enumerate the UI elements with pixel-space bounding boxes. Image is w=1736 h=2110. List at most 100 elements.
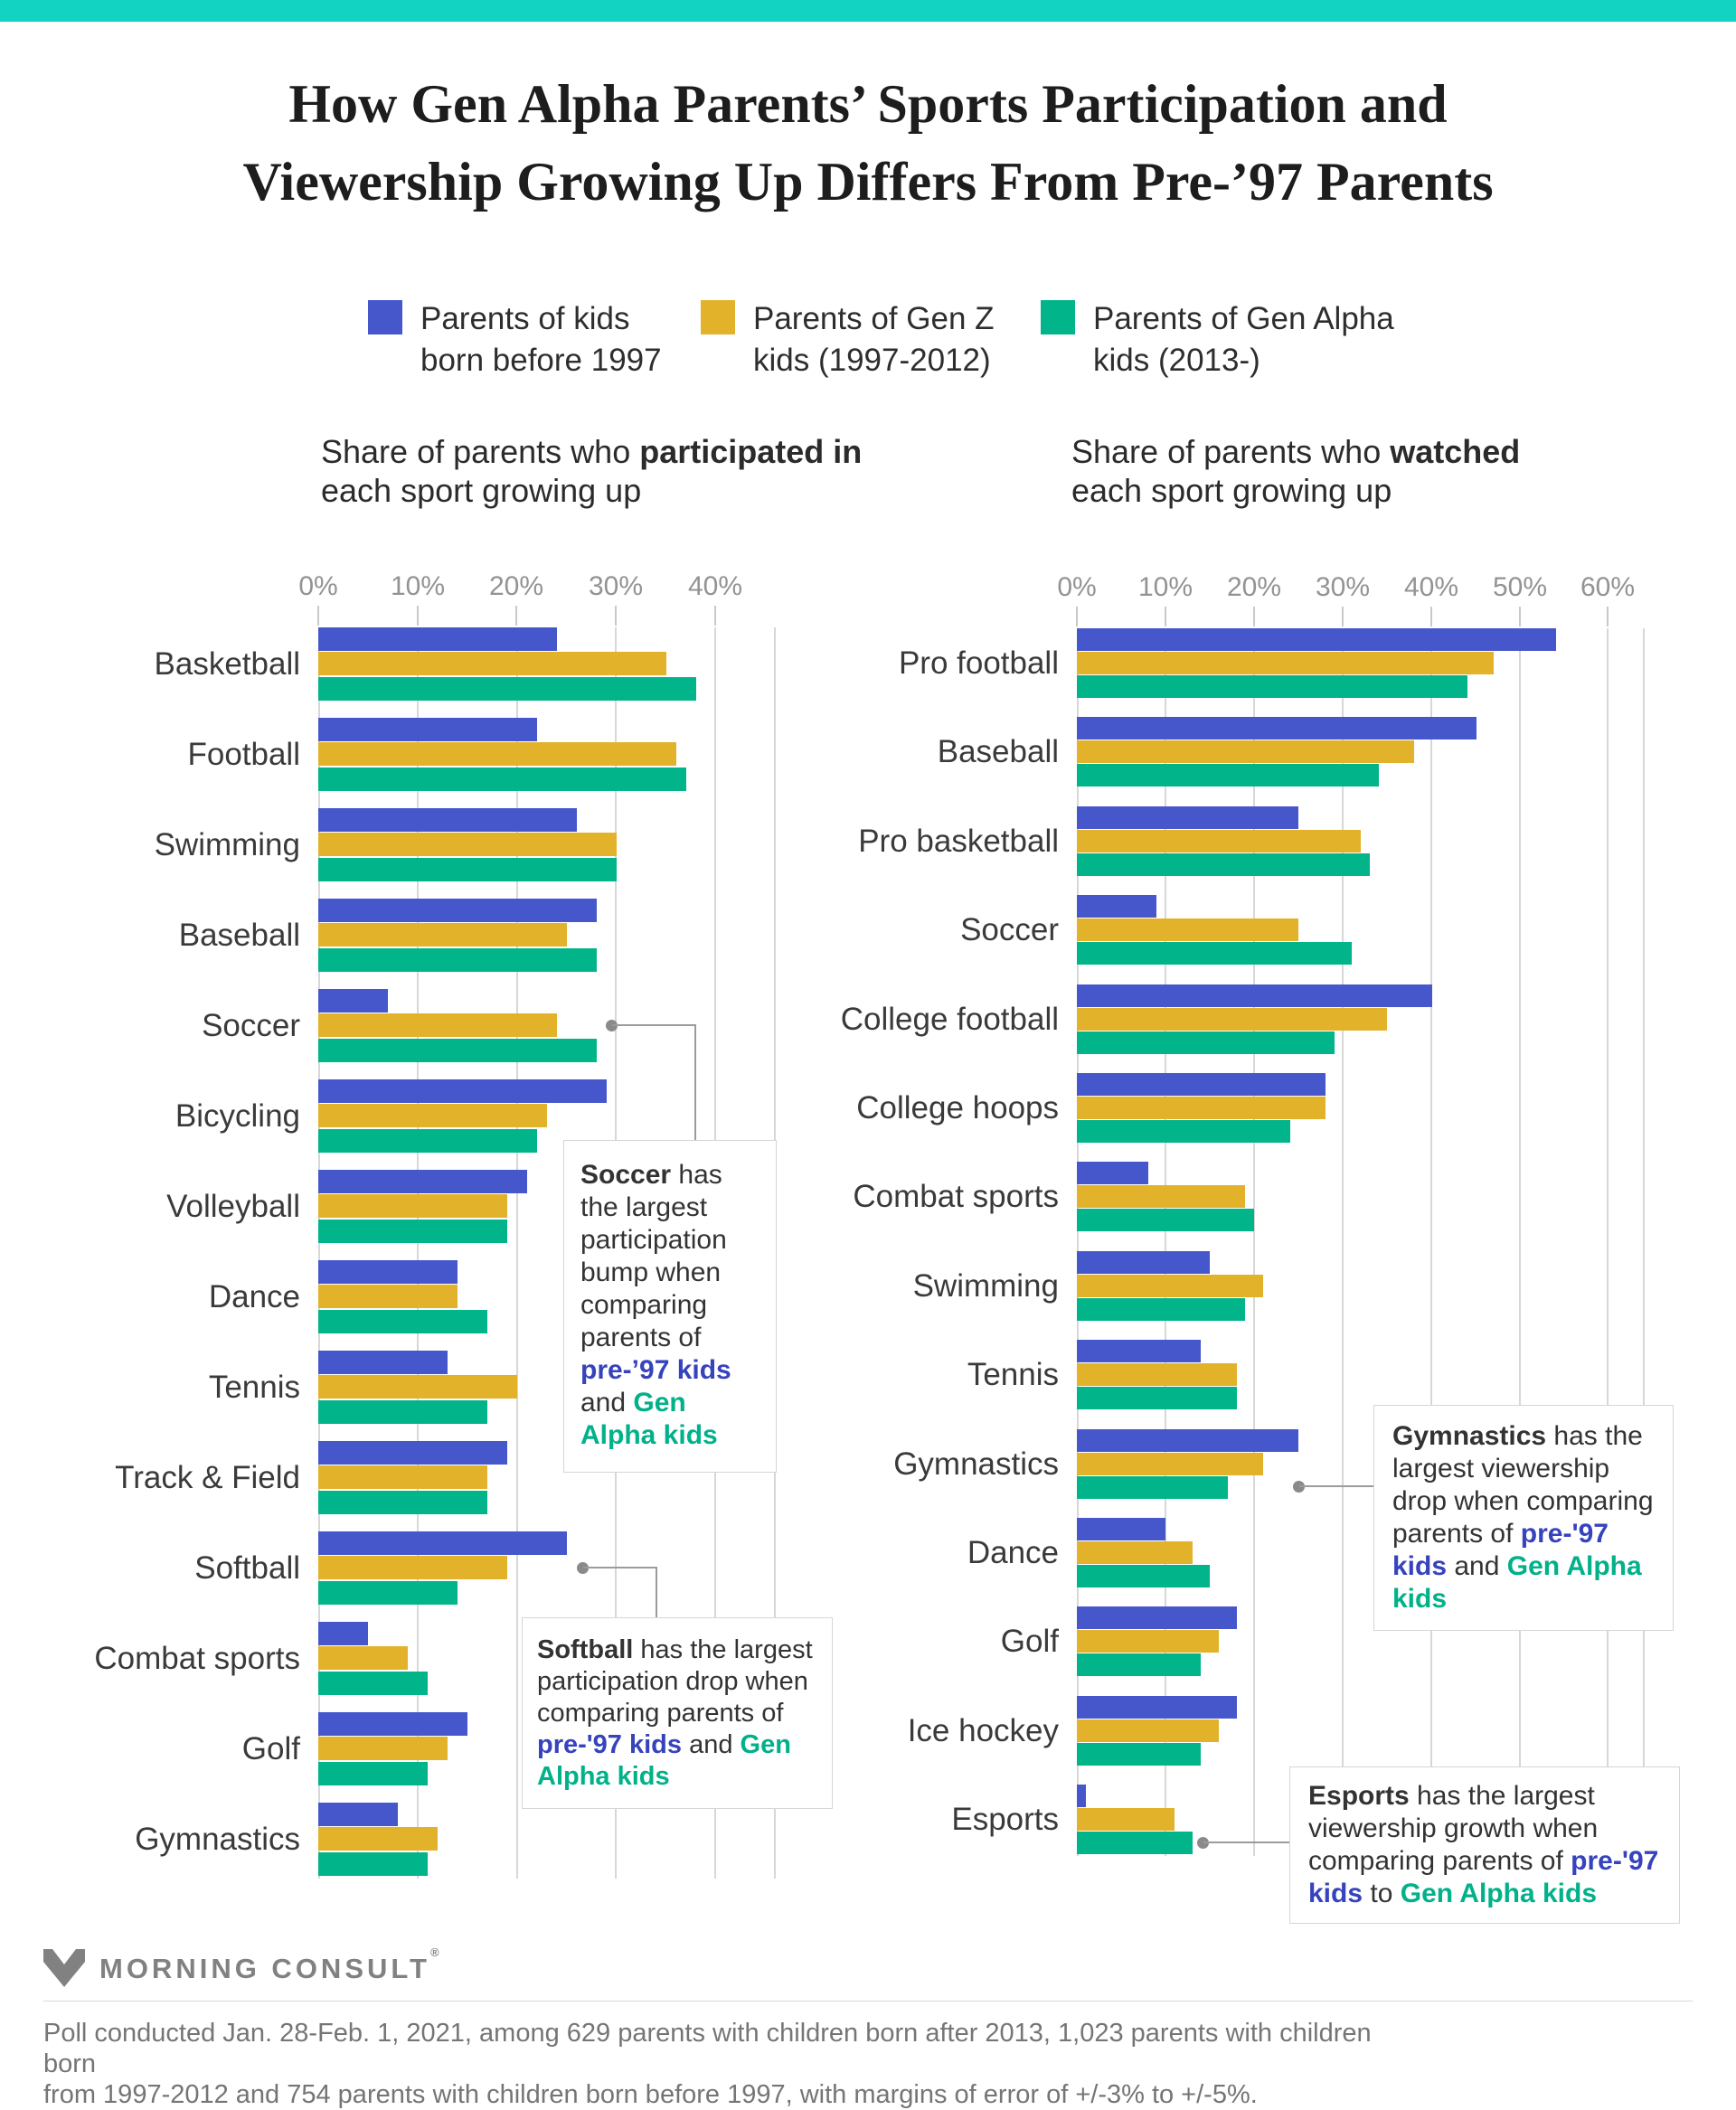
chart-row: Baseball xyxy=(0,899,805,989)
sport-label: Dance xyxy=(967,1534,1059,1570)
softball-annotation: Softball has the largest participation d… xyxy=(522,1617,833,1809)
chart-row: Tennis xyxy=(0,1351,805,1441)
bar-pre97 xyxy=(318,1170,527,1194)
softball-callout-dot xyxy=(577,1562,589,1574)
sport-label: Ice hockey xyxy=(907,1712,1059,1748)
esports-callout-dot xyxy=(1197,1837,1209,1849)
soccer-annotation: Soccer has the largest participation bum… xyxy=(563,1140,777,1473)
chart-row: Soccer xyxy=(0,989,805,1079)
bar-group xyxy=(318,718,776,791)
bar-genz xyxy=(1077,829,1361,852)
bar-pre97 xyxy=(318,1351,448,1375)
gridlines xyxy=(1077,628,1645,1856)
bar-group xyxy=(318,627,776,701)
sport-label: Pro football xyxy=(898,645,1059,681)
sport-label: Swimming xyxy=(154,827,300,862)
chart-row: Combat sports xyxy=(760,1162,1673,1250)
bar-group xyxy=(1077,895,1645,966)
bar-genz xyxy=(1077,1630,1219,1653)
bar-pre97 xyxy=(318,1079,607,1104)
bar-genalpha xyxy=(318,1219,507,1243)
legend-swatch-genalpha xyxy=(1041,300,1075,334)
bar-genz xyxy=(318,1104,547,1128)
bar-group xyxy=(318,989,776,1062)
bar-genz xyxy=(318,1556,507,1580)
legend-label-line: Parents of Gen Z xyxy=(753,301,995,336)
softball-callout-line-v xyxy=(656,1568,657,1617)
axis-tick-label: 0% xyxy=(298,571,338,601)
legend-label-pre97: Parents of kids born before 1997 xyxy=(420,298,662,381)
bar-group xyxy=(1077,1072,1645,1143)
page-title: How Gen Alpha Parents’ Sports Participat… xyxy=(0,65,1736,221)
soccer-callout-line-h xyxy=(612,1024,696,1026)
bar-pre97 xyxy=(1077,1250,1211,1274)
bar-genz xyxy=(1077,1452,1264,1475)
bar-genalpha xyxy=(1077,1119,1290,1143)
bar-group xyxy=(318,1622,776,1695)
bar-group xyxy=(1077,1162,1645,1232)
footer-divider xyxy=(43,2001,1693,2002)
bar-genz xyxy=(1077,1808,1175,1832)
axis-tick xyxy=(515,606,517,626)
bar-genz xyxy=(1077,652,1495,674)
bar-genalpha xyxy=(1077,1742,1202,1766)
bar-pre97 xyxy=(1077,1340,1202,1363)
bar-group xyxy=(1077,805,1645,876)
bar-pre97 xyxy=(1077,1162,1148,1185)
bar-pre97 xyxy=(1077,1785,1086,1808)
chart-row: Swimming xyxy=(0,808,805,899)
morning-consult-logo-icon xyxy=(43,1949,85,1987)
title-line-1: How Gen Alpha Parents’ Sports Participat… xyxy=(288,74,1448,134)
chart-row: Pro football xyxy=(760,628,1673,717)
morning-consult-logo: MORNING CONSULT® xyxy=(43,1945,443,1989)
bar-genz xyxy=(1077,740,1414,764)
chart-row: Gymnastics xyxy=(0,1803,805,1893)
bar-pre97 xyxy=(318,1803,398,1827)
axis-tick-label: 30% xyxy=(1315,572,1371,602)
chart-row: Pro basketball xyxy=(760,805,1673,895)
sport-label: Esports xyxy=(951,1802,1059,1838)
top-accent-bar xyxy=(0,0,1736,22)
bar-group xyxy=(318,1260,776,1333)
sport-label: Football xyxy=(187,737,300,772)
legend-item-pre97: Parents of kids born before 1997 xyxy=(368,298,662,381)
bar-genalpha xyxy=(1077,1209,1255,1232)
legend-item-genz: Parents of Gen Z kids (1997-2012) xyxy=(701,298,995,381)
chart-row: Volleyball xyxy=(0,1170,805,1260)
axis-tick-label: 50% xyxy=(1492,572,1548,602)
bar-group xyxy=(1077,1250,1645,1321)
bar-genalpha xyxy=(1077,1653,1202,1677)
axis-tick xyxy=(1430,607,1432,626)
bar-pre97 xyxy=(318,718,537,742)
bar-genalpha xyxy=(318,676,696,701)
bar-group xyxy=(318,1351,776,1424)
axis-tick-label: 0% xyxy=(1057,572,1097,602)
bar-pre97 xyxy=(318,808,577,833)
bar-genalpha xyxy=(1077,852,1370,876)
sport-label: College hoops xyxy=(856,1089,1059,1126)
participation-rows: Basketball Football Swimming xyxy=(0,627,805,1893)
legend-label-line: kids (2013-) xyxy=(1093,343,1260,378)
bar-genz xyxy=(318,652,666,676)
axis-tick-label: 30% xyxy=(588,571,644,601)
legend-label-genalpha: Parents of Gen Alpha kids (2013-) xyxy=(1093,298,1394,381)
legend-swatch-pre97 xyxy=(368,300,402,334)
axis-tick xyxy=(1342,607,1344,626)
bar-genz xyxy=(318,1375,517,1399)
esports-callout-line xyxy=(1203,1842,1289,1843)
bar-genalpha xyxy=(318,1671,428,1695)
legend-swatch-genz xyxy=(701,300,735,334)
bar-pre97 xyxy=(318,899,597,923)
sport-label: Baseball xyxy=(937,734,1059,770)
bar-genz xyxy=(318,742,676,767)
axis-tick xyxy=(1607,607,1609,626)
bar-genalpha xyxy=(318,857,617,881)
viewership-chart: 0% 10% 20% 30% 40% 50% 60% Pro football xyxy=(760,572,1673,1876)
footer-note: Poll conducted Jan. 28-Feb. 1, 2021, amo… xyxy=(43,2018,1400,2110)
bar-genalpha xyxy=(318,1309,487,1333)
participation-subtitle: Share of parents who participated in eac… xyxy=(321,433,863,509)
legend-label-line: Parents of Gen Alpha xyxy=(1093,301,1394,336)
chart-row: Esports xyxy=(760,1785,1673,1873)
axis-tick xyxy=(417,606,419,626)
sport-label: Golf xyxy=(241,1731,300,1766)
